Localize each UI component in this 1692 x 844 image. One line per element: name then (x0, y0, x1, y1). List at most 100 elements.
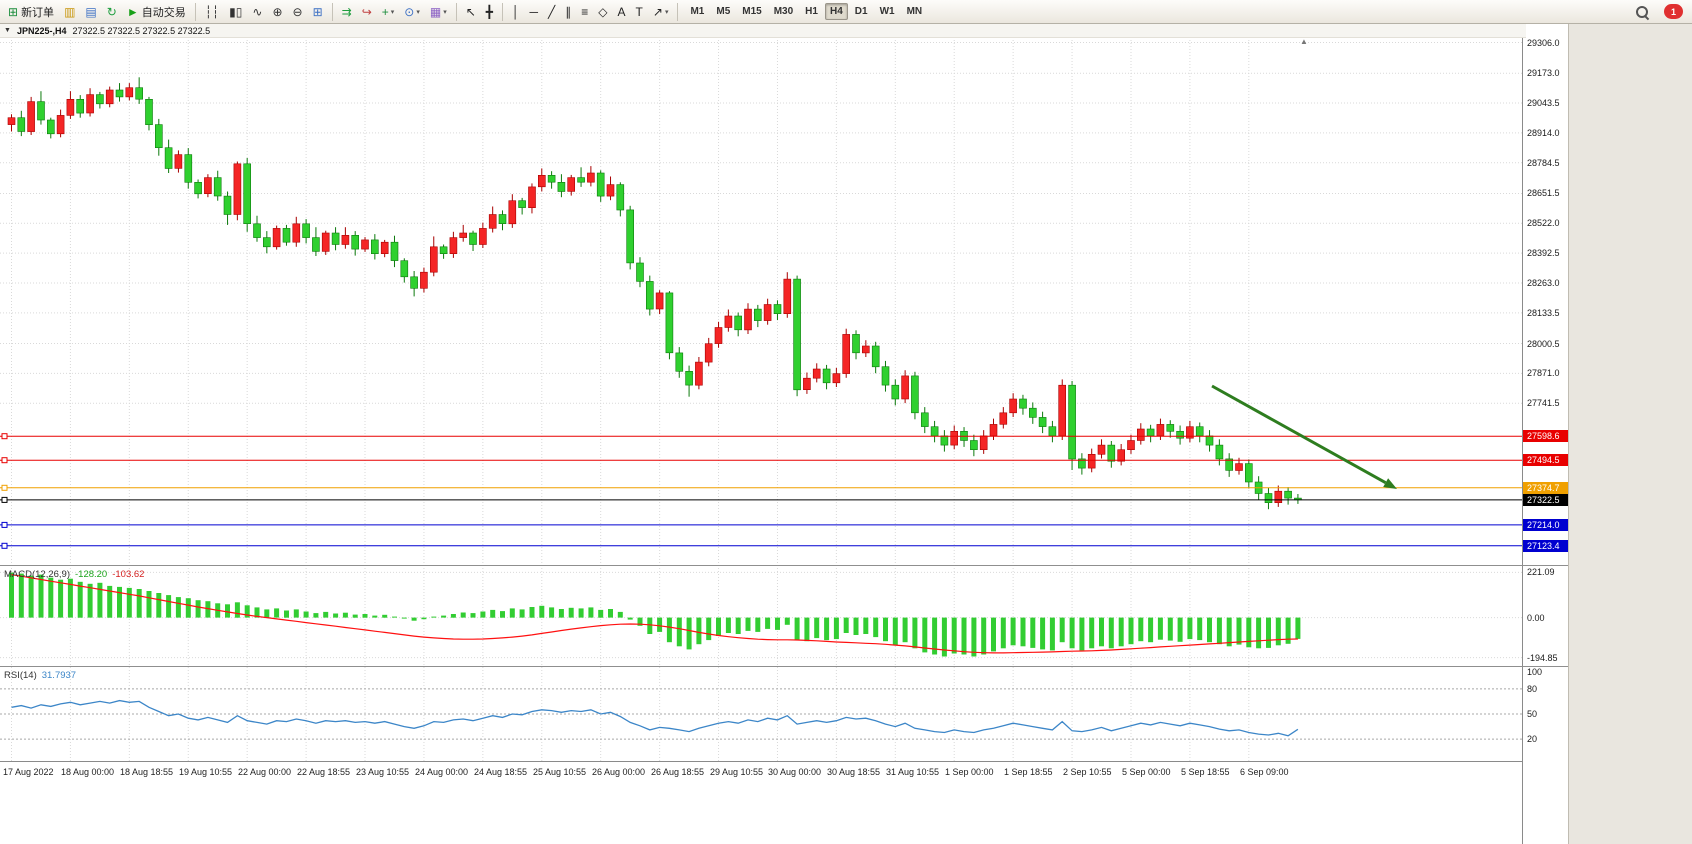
candlestick-chart-button[interactable]: ▮▯ (225, 1, 246, 23)
refresh-button[interactable]: ↻ (103, 1, 121, 23)
price-chart[interactable] (0, 24, 1522, 844)
timeframe-button-w1[interactable]: W1 (879, 6, 895, 17)
timeframe-button-m1[interactable]: M1 (690, 6, 705, 17)
candle-body (302, 223, 310, 238)
auto-scroll-button[interactable]: ⇉ (338, 1, 356, 23)
shapes-button[interactable]: ◇ (594, 1, 611, 23)
timeframe-button-m15[interactable]: M15 (742, 6, 762, 17)
notification-badge[interactable]: 1 (1664, 4, 1683, 19)
candle-body (66, 99, 75, 116)
price-line-badge[interactable]: 27123.4 (1523, 540, 1568, 552)
macd-bar (745, 617, 751, 631)
tile-windows-button[interactable]: ⊞ (309, 1, 327, 23)
time-axis-label: 30 Aug 18:55 (827, 767, 881, 777)
macd-bar (500, 611, 505, 618)
arrows-button[interactable]: ↗ ▾ (649, 1, 673, 23)
new-chart-button[interactable]: ▥ (60, 1, 79, 23)
candle-body (645, 281, 654, 310)
price-scale[interactable]: 29306.0 29173.0 29043.5 28914.0 28784.5 28651… (1522, 24, 1568, 844)
price-line-handle[interactable] (1, 542, 8, 549)
macd-bar (156, 593, 162, 618)
price-line-badge[interactable]: 27598.6 (1523, 430, 1568, 442)
trend-arrow-annotation[interactable] (1211, 384, 1397, 489)
price-line-badge[interactable]: 27494.5 (1523, 454, 1568, 466)
chart-shift-button[interactable]: ↪ (358, 1, 376, 23)
candle-body (1284, 490, 1292, 499)
indicators-button[interactable]: + ▾ (378, 1, 399, 23)
macd-bar (205, 601, 211, 618)
time-axis[interactable]: 17 Aug 2022 18 Aug 00:00 18 Aug 18:55 19 Au… (0, 761, 1522, 784)
candle-body (321, 232, 330, 252)
macd-bar (450, 614, 456, 618)
rsi-axis-label: 80 (1527, 684, 1538, 694)
price-line-badge[interactable]: 27374.7 (1523, 482, 1568, 494)
macd-indicator-label: MACD(12,26,9) -128.20 -103.62 (4, 569, 144, 580)
price-line-badge[interactable]: 27322.5 (1523, 494, 1568, 506)
price-line-handle[interactable] (1, 433, 8, 440)
timeframe-button-h1[interactable]: H1 (805, 6, 818, 17)
channel-icon: ∥ (565, 4, 572, 19)
macd-bar (1059, 617, 1065, 643)
periods-button[interactable]: ⊙ ▾ (400, 1, 424, 23)
candle-body (970, 440, 978, 450)
line-chart-button[interactable]: ∿ (248, 1, 266, 23)
candle-body (744, 308, 752, 331)
macd-bar (234, 602, 240, 618)
horizontal-price-lines[interactable] (0, 433, 1522, 549)
price-line-handle[interactable] (1, 496, 8, 503)
candle-body (518, 200, 526, 208)
candle-body (1048, 426, 1057, 437)
time-axis-label: 1 Sep 00:00 (945, 767, 994, 777)
timeframe-button-h4[interactable]: H4 (824, 3, 848, 20)
macd-bar (588, 607, 594, 618)
macd-bar (97, 582, 103, 618)
panel-separator[interactable] (0, 666, 1568, 667)
chart-shift-marker-icon[interactable]: ▲ (1300, 37, 1308, 46)
macd-bar (175, 597, 181, 618)
rsi-line (11, 699, 1299, 737)
timeframe-button-d1[interactable]: D1 (854, 6, 868, 17)
panel-separator[interactable] (0, 565, 1568, 566)
auto-scroll-icon: ⇉ (341, 4, 352, 19)
templates-button[interactable]: ▦ ▾ (426, 1, 451, 23)
text-button[interactable]: A (614, 1, 630, 23)
candle-body (223, 195, 232, 215)
candle-body (380, 241, 389, 254)
one-click-trading-caret-icon[interactable]: ▼ (4, 27, 11, 34)
horizontal-line-button[interactable]: ─ (526, 1, 543, 23)
auto-trading-button[interactable]: ► 自动交易 (123, 1, 190, 23)
macd-bar (755, 617, 761, 632)
candle-body (105, 89, 114, 105)
price-axis-label: 28263.0 (1527, 278, 1560, 288)
timeframe-button-m5[interactable]: M5 (716, 6, 731, 17)
fibonacci-button[interactable]: ≡ (577, 1, 592, 23)
profiles-button[interactable]: ▤ (81, 1, 100, 23)
price-line-badge[interactable]: 27214.0 (1523, 519, 1568, 531)
candlestick-series[interactable] (7, 77, 1302, 510)
macd-bar (775, 617, 780, 630)
macd-bar (1275, 617, 1281, 646)
text-label-button[interactable]: T (632, 1, 647, 23)
bars-chart-button[interactable]: ┆┆ (201, 1, 223, 23)
price-line-handle[interactable] (1, 457, 8, 464)
zoom-in-button[interactable]: ⊕ (268, 1, 286, 23)
price-line-handle[interactable] (1, 521, 8, 528)
toolbar-right-group: 1 (1630, 1, 1689, 23)
macd-bar (568, 607, 574, 618)
trendline-button[interactable]: ╱ (544, 1, 559, 23)
macd-bar (961, 617, 967, 655)
macd-bar (1030, 617, 1036, 648)
price-line-handle[interactable] (1, 484, 8, 491)
crosshair-button[interactable]: ╋ (482, 1, 497, 23)
candle-body (1205, 435, 1214, 446)
cursor-button[interactable]: ↖ (462, 1, 480, 23)
timeframe-button-mn[interactable]: MN (906, 6, 923, 17)
vertical-line-button[interactable]: │ (508, 1, 524, 23)
new-order-button[interactable]: ⊞ 新订单 (4, 1, 58, 23)
search-button[interactable] (1631, 1, 1653, 23)
chart-grid (0, 37, 1522, 761)
timeframe-button-m30[interactable]: M30 (773, 6, 794, 17)
zoom-out-button[interactable]: ⊖ (289, 1, 307, 23)
candlestick-icon: ▮▯ (229, 4, 243, 19)
channel-button[interactable]: ∥ (561, 1, 575, 23)
